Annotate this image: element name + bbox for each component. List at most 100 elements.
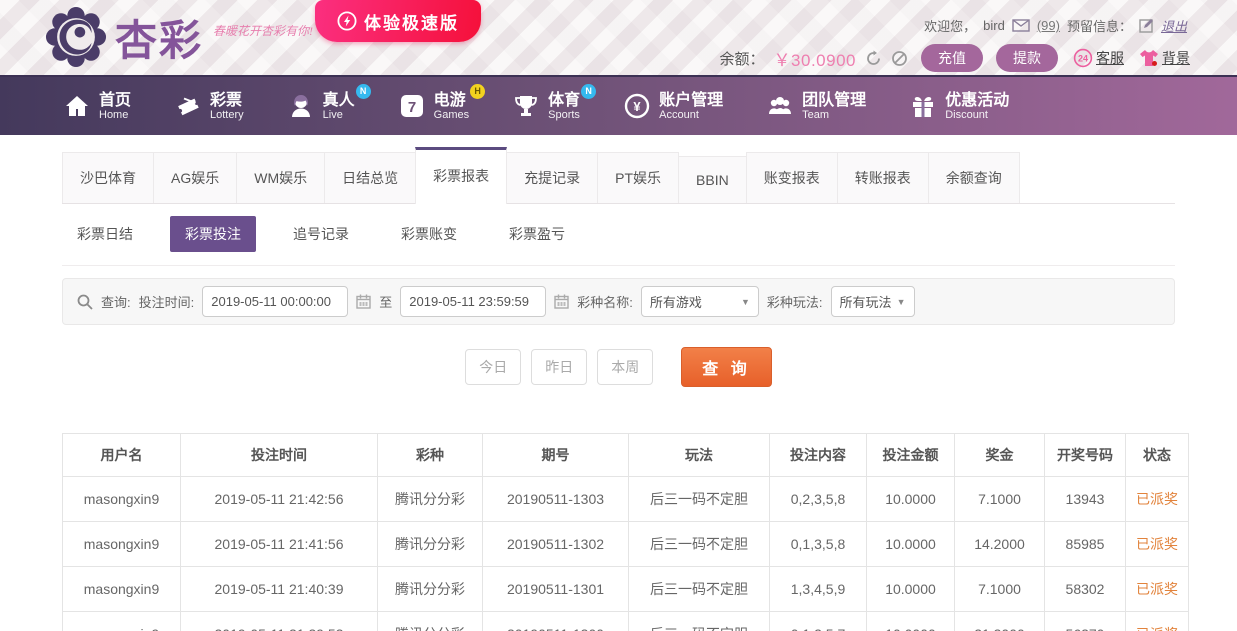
gift-icon: [913, 96, 934, 117]
lightning-icon: [337, 11, 357, 31]
welcome-text: 欢迎您，: [924, 19, 977, 34]
bet-time-label: 投注时间:: [138, 295, 195, 310]
nav-item-home[interactable]: 首页 Home: [64, 92, 131, 121]
tab-account-change-report[interactable]: 账变报表: [745, 152, 838, 203]
tab-deposit-withdraw-records[interactable]: 充提记录: [506, 152, 599, 203]
subtab-lottery-account-change[interactable]: 彩票账变: [401, 226, 457, 242]
game-select[interactable]: 所有游戏 ▼: [640, 286, 759, 317]
brand-tagline: 春暖花开杏彩有你!: [213, 23, 314, 38]
shirt-icon: [1140, 50, 1158, 66]
recharge-button[interactable]: 充值: [921, 44, 983, 72]
service-24-icon: 24: [1073, 48, 1093, 68]
brand-logo-area[interactable]: 杏彩 春暖花开杏彩有你!: [45, 6, 313, 68]
play-select[interactable]: 所有玩法 ▼: [830, 286, 915, 317]
edit-icon[interactable]: [1139, 18, 1154, 33]
status-badge: 已派奖: [1125, 566, 1189, 612]
tab-ag[interactable]: AG娱乐: [153, 152, 238, 203]
table-row: masongxin9 2019-05-11 21:41:56 腾讯分分彩 201…: [62, 521, 1189, 567]
hide-balance-icon[interactable]: [891, 50, 908, 67]
nav-item-sports[interactable]: 体育 Sports N: [513, 83, 597, 121]
col-bet-content: 投注内容: [769, 433, 867, 477]
top-header: 杏彩 春暖花开杏彩有你! 体验极速版 欢迎您， bird (99) 预留信息： …: [0, 0, 1237, 75]
account-coin-icon: ¥: [624, 93, 650, 119]
background-link[interactable]: 背景: [1139, 48, 1190, 68]
subtab-chase-records[interactable]: 追号记录: [293, 226, 349, 242]
calendar-icon[interactable]: [356, 294, 371, 309]
today-button[interactable]: 今日: [465, 349, 522, 385]
status-badge: 已派奖: [1125, 611, 1189, 631]
tab-lottery-report[interactable]: 彩票报表: [415, 147, 508, 204]
main-nav: 首页 Home 彩票 Lottery 真人 Live N 7: [0, 75, 1237, 135]
sports-trophy-icon: [515, 96, 538, 116]
brand-emblem-icon: [45, 6, 107, 68]
subtab-lottery-daily[interactable]: 彩票日结: [77, 226, 133, 242]
tab-bbin[interactable]: BBIN: [678, 156, 747, 203]
time-to-input[interactable]: [400, 286, 547, 317]
bet-records-table: 用户名 投注时间 彩种 期号 玩法 投注内容 投注金额 奖金 开奖号码 状态 m…: [62, 433, 1189, 631]
table-row: masongxin9 2019-05-11 21:39:53 腾讯分分彩 201…: [62, 611, 1189, 631]
svg-text:7: 7: [408, 99, 416, 116]
refresh-icon[interactable]: [865, 50, 882, 67]
new-badge: N: [581, 83, 597, 99]
games-seven-icon: 7: [400, 95, 423, 117]
tab-shaba-sports[interactable]: 沙巴体育: [62, 152, 154, 203]
status-badge: 已派奖: [1125, 521, 1189, 567]
svg-text:¥: ¥: [634, 99, 642, 114]
nav-item-lottery[interactable]: 彩票 Lottery: [175, 92, 244, 121]
time-from-input[interactable]: [202, 286, 349, 317]
nav-item-live[interactable]: 真人 Live N: [288, 83, 371, 121]
col-lottery-type: 彩种: [377, 433, 483, 477]
welcome-row: 欢迎您， bird (99) 预留信息： 退出: [924, 16, 1187, 35]
tab-daily-overview[interactable]: 日结总览: [324, 152, 417, 203]
yesterday-button[interactable]: 昨日: [531, 349, 588, 385]
speed-version-button[interactable]: 体验极速版: [315, 0, 481, 42]
nav-item-team[interactable]: 团队管理 Team: [767, 92, 866, 121]
brand-name: 杏彩: [115, 18, 204, 65]
mail-count-link[interactable]: (99): [1036, 18, 1060, 33]
filter-bar: 查询: 投注时间: 至 彩种名称: 所有游戏 ▼ 彩种玩法: 所有玩法 ▼: [62, 278, 1175, 325]
team-people-icon: [769, 97, 792, 114]
table-row: masongxin9 2019-05-11 21:42:56 腾讯分分彩 201…: [62, 476, 1189, 522]
nav-item-discount[interactable]: 优惠活动 Discount: [910, 92, 1009, 121]
nav-item-account[interactable]: ¥ 账户管理 Account: [624, 92, 723, 121]
col-bet-amount: 投注金额: [866, 433, 955, 477]
hot-badge: H: [470, 83, 486, 99]
chevron-down-icon: ▼: [740, 296, 750, 307]
col-status: 状态: [1125, 433, 1189, 477]
svg-text:24: 24: [1078, 54, 1088, 64]
balance-label: 余额：: [719, 50, 765, 68]
tab-wm[interactable]: WM娱乐: [236, 152, 326, 203]
lottery-ticket-icon: [178, 97, 199, 116]
live-dealer-icon: [291, 95, 310, 117]
home-icon: [66, 96, 88, 116]
logout-link[interactable]: 退出: [1160, 19, 1187, 34]
reserved-info-label: 预留信息：: [1066, 19, 1132, 34]
tab-pt[interactable]: PT娱乐: [597, 152, 680, 203]
tab-balance-query[interactable]: 余额查询: [927, 152, 1020, 203]
customer-service-link[interactable]: 24 客服: [1073, 48, 1124, 68]
game-name-label: 彩种名称:: [577, 295, 633, 310]
subtab-lottery-profit-loss[interactable]: 彩票盈亏: [509, 226, 565, 242]
sub-tabs: 彩票日结 彩票投注 追号记录 彩票账变 彩票盈亏: [62, 216, 1175, 266]
new-badge: N: [355, 83, 371, 99]
tab-transfer-report[interactable]: 转账报表: [836, 152, 929, 203]
balance-row: 余额： ￥30.0900 充值 提款 24 客服 背景: [720, 44, 1190, 72]
col-issue-number: 期号: [482, 433, 629, 477]
report-tabs: 沙巴体育 AG娱乐 WM娱乐 日结总览 彩票报表 充提记录 PT娱乐 BBIN …: [62, 147, 1175, 204]
query-label: 查询:: [101, 295, 131, 310]
subtab-lottery-bets[interactable]: 彩票投注: [170, 216, 256, 252]
col-username: 用户名: [62, 433, 181, 477]
play-type-label: 彩种玩法:: [766, 295, 823, 310]
search-button[interactable]: 查 询: [681, 347, 772, 387]
withdraw-button[interactable]: 提款: [996, 44, 1058, 72]
mail-icon[interactable]: [1012, 19, 1030, 32]
calendar-icon[interactable]: [554, 294, 569, 309]
nav-item-games[interactable]: 7 电游 Games H: [399, 83, 486, 121]
table-header-row: 用户名 投注时间 彩种 期号 玩法 投注内容 投注金额 奖金 开奖号码 状态: [62, 433, 1189, 477]
this-week-button[interactable]: 本周: [597, 349, 654, 385]
chevron-down-icon: ▼: [896, 296, 906, 307]
to-label: 至: [379, 295, 393, 310]
status-badge: 已派奖: [1125, 476, 1189, 522]
quick-buttons-row: 今日 昨日 本周 查 询: [0, 347, 1237, 387]
table-row: masongxin9 2019-05-11 21:40:39 腾讯分分彩 201…: [62, 566, 1189, 612]
